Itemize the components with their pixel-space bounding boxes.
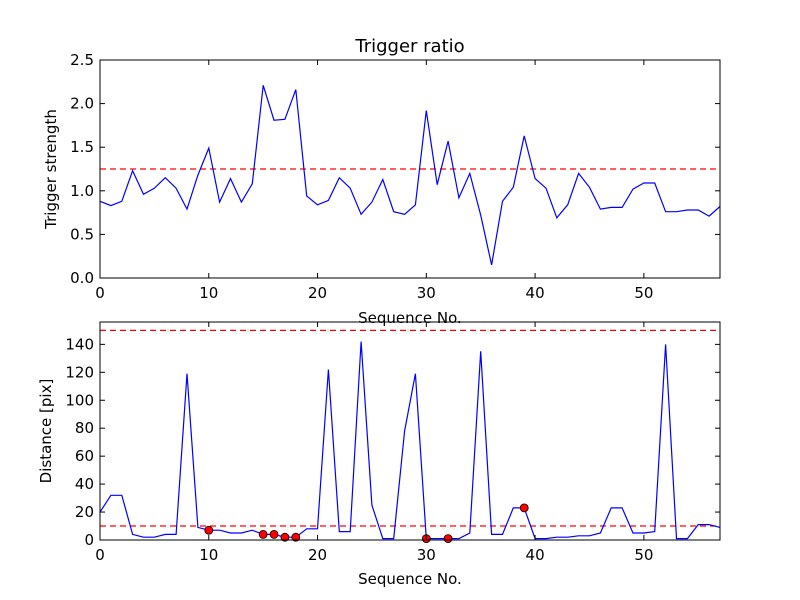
y-tick-label: 80 (75, 419, 94, 437)
data-point-marker (291, 532, 301, 542)
x-tick-label: 20 (308, 546, 327, 564)
x-tick-label: 30 (417, 546, 436, 564)
distance-panel: 0 10 20 30 40 50 0 20 40 60 80 100 120 140 Sequence N… (37, 321, 721, 588)
y-tick-label: 120 (65, 363, 94, 381)
series-line (99, 85, 721, 266)
y-tick-label: 2.5 (70, 51, 94, 69)
series-line (99, 341, 721, 540)
y-tick-label: 60 (75, 447, 94, 465)
y-tick-label: 40 (75, 475, 94, 493)
x-tick-label: 0 (95, 284, 105, 302)
x-tick-label: 10 (199, 546, 218, 564)
y-tick-label: 20 (75, 503, 94, 521)
data-point-marker (258, 530, 268, 539)
x-tick-label: 10 (199, 284, 218, 302)
data-point-marker (204, 525, 214, 535)
y-tick-label: 0.0 (70, 269, 94, 287)
trigger-ratio-marks: 0 10 20 30 40 50 0.0 0.5 1.0 1.5 2.0 2.5 (70, 51, 721, 302)
x-tick-label: 50 (634, 284, 653, 302)
trigger-ratio-panel: Trigger ratio 0 10 20 30 40 50 0.0 0.5 1.0 1.5 2.0… (42, 36, 721, 327)
x-tick-label: 20 (308, 284, 327, 302)
y-tick-label: 0 (84, 531, 94, 549)
y-tick-label: 140 (65, 335, 94, 353)
y-axis-label: Distance [pix] (37, 379, 55, 484)
y-tick-label: 0.5 (70, 225, 94, 243)
trigger-ratio-axes-frame (99, 59, 721, 279)
y-tick-label: 2.0 (70, 95, 94, 113)
y-tick-label: 1.5 (70, 138, 94, 156)
x-tick-label: 50 (634, 546, 653, 564)
chart-title: Trigger ratio (354, 36, 464, 57)
y-tick-label: 1.0 (70, 182, 94, 200)
data-point-marker (280, 532, 290, 542)
data-point-marker (443, 534, 453, 544)
x-axis-label: Sequence No. (358, 570, 462, 588)
distance-axes-frame (99, 321, 721, 541)
data-point-marker (269, 530, 279, 539)
x-axis-label: Sequence No. (358, 309, 462, 327)
y-axis-label: Trigger strength (42, 109, 60, 230)
x-tick-label: 30 (417, 284, 436, 302)
distance-marks: 0 10 20 30 40 50 0 20 40 60 80 100 120 140 (65, 322, 721, 564)
y-tick-label: 100 (65, 391, 94, 409)
x-tick-label: 40 (526, 546, 545, 564)
x-tick-label: 0 (95, 546, 105, 564)
data-point-marker (519, 503, 529, 513)
x-tick-label: 40 (526, 284, 545, 302)
